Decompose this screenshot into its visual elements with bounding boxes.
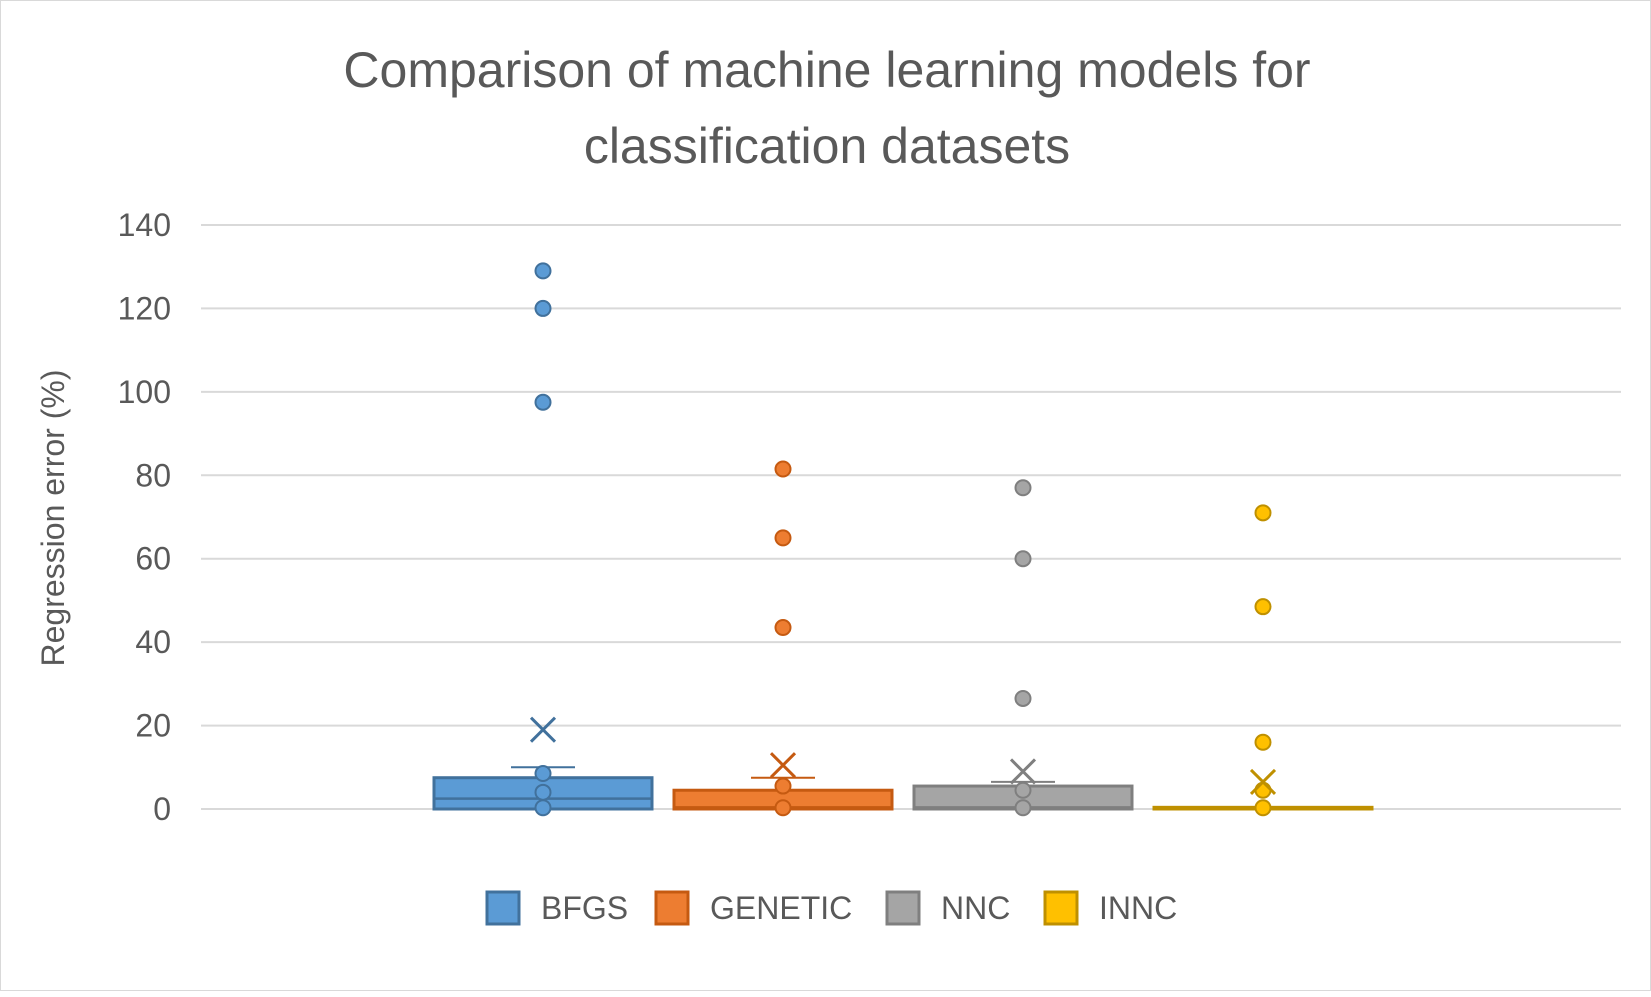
- legend-swatch: [485, 890, 521, 926]
- mean-marker: [1249, 768, 1277, 795]
- data-point: [1014, 550, 1032, 568]
- mean-marker: [1009, 758, 1037, 785]
- mean-marker: [529, 716, 557, 743]
- gridlines: [201, 224, 1621, 810]
- legend-label: INNC: [1099, 890, 1177, 926]
- mean-marker-stroke-b: [1249, 768, 1277, 795]
- legend-item-bfgs: BFGS: [485, 890, 628, 926]
- y-tick-label: 40: [135, 624, 171, 660]
- data-point: [1014, 799, 1032, 817]
- legend-swatch: [654, 890, 690, 926]
- data-point: [534, 783, 552, 801]
- data-point: [534, 765, 552, 783]
- y-tick-label: 0: [153, 791, 171, 827]
- data-point: [774, 799, 792, 817]
- data-point: [1254, 733, 1272, 751]
- legend-item-nnc: NNC: [885, 890, 1010, 926]
- data-point: [534, 262, 552, 280]
- y-tick-label: 140: [118, 207, 171, 243]
- data-point: [774, 619, 792, 637]
- mean-marker-stroke-b: [1009, 758, 1037, 785]
- data-point: [774, 777, 792, 795]
- data-point: [1254, 504, 1272, 522]
- data-point: [1014, 781, 1032, 799]
- data-point: [774, 460, 792, 478]
- series-boxes: [432, 262, 1374, 817]
- legend-swatch: [1043, 890, 1079, 926]
- mean-marker-stroke-b: [529, 716, 557, 743]
- data-point: [534, 393, 552, 411]
- chart-title-line-1: Comparison of machine learning models fo…: [343, 42, 1310, 98]
- chart-title-line-2: classification datasets: [584, 118, 1070, 174]
- legend-swatch: [885, 890, 921, 926]
- data-point: [1254, 799, 1272, 817]
- mean-marker: [769, 752, 797, 779]
- legend-item-genetic: GENETIC: [654, 890, 852, 926]
- y-tick-label: 20: [135, 708, 171, 744]
- data-point: [1254, 598, 1272, 616]
- data-point: [1254, 781, 1272, 799]
- box-innc: [1152, 504, 1374, 817]
- legend-label: NNC: [941, 890, 1010, 926]
- box-bfgs: [432, 262, 654, 817]
- data-point: [1014, 479, 1032, 497]
- data-point: [534, 799, 552, 817]
- mean-marker-stroke-b: [769, 752, 797, 779]
- legend: BFGS GENETIC NNC INNC: [485, 890, 1177, 926]
- box-genetic: [672, 460, 894, 817]
- y-axis-label: Regression error (%): [35, 370, 71, 667]
- legend-label: BFGS: [541, 890, 628, 926]
- data-point: [1014, 689, 1032, 707]
- legend-item-innc: INNC: [1043, 890, 1177, 926]
- legend-label: GENETIC: [710, 890, 852, 926]
- y-tick-label: 120: [118, 290, 171, 326]
- data-point: [534, 299, 552, 317]
- y-tick-label: 80: [135, 457, 171, 493]
- box-nnc: [912, 479, 1134, 817]
- y-tick-labels: 0 20 40 60 80 100 120 140: [118, 207, 171, 827]
- y-tick-label: 60: [135, 541, 171, 577]
- data-point: [774, 529, 792, 547]
- y-tick-label: 100: [118, 374, 171, 410]
